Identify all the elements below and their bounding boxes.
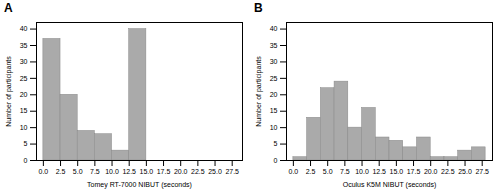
svg-text:7.5: 7.5 xyxy=(340,168,350,175)
svg-text:Number of participants: Number of participants xyxy=(5,56,13,127)
svg-text:10.0: 10.0 xyxy=(355,168,369,175)
svg-text:15.0: 15.0 xyxy=(390,168,404,175)
svg-text:15: 15 xyxy=(270,107,278,114)
svg-text:27.5: 27.5 xyxy=(475,168,489,175)
svg-text:20.0: 20.0 xyxy=(174,168,188,175)
svg-text:0: 0 xyxy=(274,157,278,164)
svg-text:20: 20 xyxy=(270,91,278,98)
svg-text:Number of participants: Number of participants xyxy=(255,56,263,127)
svg-text:17.5: 17.5 xyxy=(407,168,421,175)
svg-text:22.5: 22.5 xyxy=(191,168,205,175)
svg-text:5.0: 5.0 xyxy=(323,168,333,175)
svg-text:10.0: 10.0 xyxy=(105,168,119,175)
svg-text:2.5: 2.5 xyxy=(56,168,66,175)
svg-text:25.0: 25.0 xyxy=(458,168,472,175)
svg-text:Oculus K5M NIBUT (seconds): Oculus K5M NIBUT (seconds) xyxy=(343,181,437,189)
svg-text:0.0: 0.0 xyxy=(38,168,48,175)
svg-text:25: 25 xyxy=(270,75,278,82)
svg-text:40: 40 xyxy=(20,25,28,32)
svg-text:35: 35 xyxy=(20,42,28,49)
svg-text:0: 0 xyxy=(24,157,28,164)
svg-text:27.5: 27.5 xyxy=(225,168,239,175)
svg-text:5.0: 5.0 xyxy=(73,168,83,175)
svg-text:10: 10 xyxy=(20,124,28,131)
svg-text:40: 40 xyxy=(270,25,278,32)
svg-text:35: 35 xyxy=(270,42,278,49)
svg-text:2.5: 2.5 xyxy=(306,168,316,175)
html-text:A: A xyxy=(4,1,13,15)
svg-text:25.0: 25.0 xyxy=(208,168,222,175)
svg-text:20.0: 20.0 xyxy=(424,168,438,175)
svg-text:Tomey RT-7000 NIBUT (seconds): Tomey RT-7000 NIBUT (seconds) xyxy=(87,181,192,189)
svg-text:5: 5 xyxy=(274,140,278,147)
svg-text:17.5: 17.5 xyxy=(157,168,171,175)
svg-text:5: 5 xyxy=(24,140,28,147)
svg-text:25: 25 xyxy=(20,75,28,82)
svg-text:30: 30 xyxy=(20,58,28,65)
svg-text:10: 10 xyxy=(270,124,278,131)
svg-text:12.5: 12.5 xyxy=(372,168,386,175)
html-text:B: B xyxy=(254,1,263,15)
svg-text:15: 15 xyxy=(20,107,28,114)
svg-text:7.5: 7.5 xyxy=(90,168,100,175)
svg-text:0.0: 0.0 xyxy=(288,168,298,175)
svg-text:22.5: 22.5 xyxy=(441,168,455,175)
svg-text:15.0: 15.0 xyxy=(140,168,154,175)
svg-text:20: 20 xyxy=(20,91,28,98)
svg-text:30: 30 xyxy=(270,58,278,65)
svg-text:12.5: 12.5 xyxy=(122,168,136,175)
